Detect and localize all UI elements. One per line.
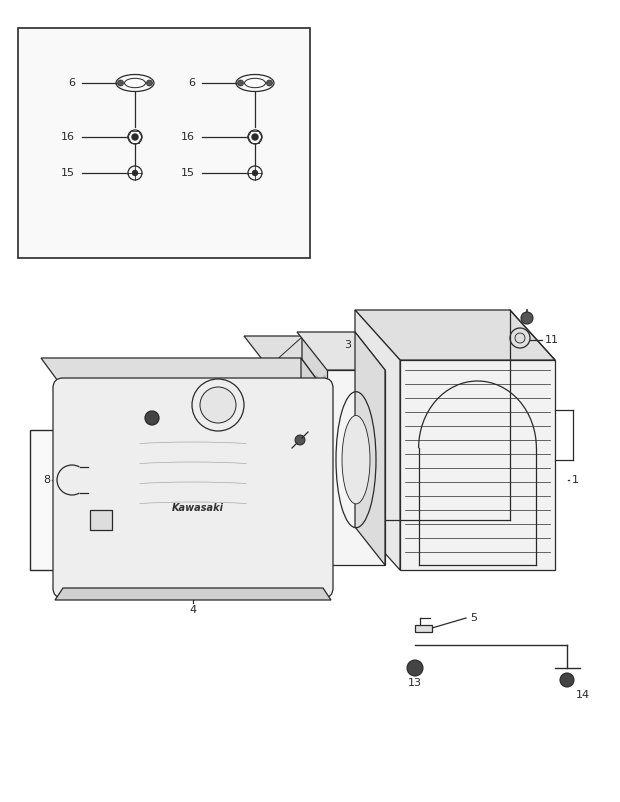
Text: 6: 6 <box>68 78 75 88</box>
Polygon shape <box>301 358 323 588</box>
Circle shape <box>560 673 574 687</box>
Polygon shape <box>355 310 400 570</box>
Text: 9: 9 <box>78 507 85 517</box>
Circle shape <box>118 80 123 86</box>
Circle shape <box>237 80 244 86</box>
Polygon shape <box>272 372 330 567</box>
Polygon shape <box>400 360 555 570</box>
Circle shape <box>289 450 313 474</box>
Circle shape <box>200 387 236 423</box>
Polygon shape <box>355 310 555 360</box>
Circle shape <box>145 411 159 425</box>
Polygon shape <box>41 358 323 388</box>
Circle shape <box>133 171 138 176</box>
Text: Kawasaki: Kawasaki <box>172 503 224 513</box>
Text: 1: 1 <box>572 475 579 485</box>
Circle shape <box>407 660 423 676</box>
FancyBboxPatch shape <box>53 378 333 598</box>
Text: 15: 15 <box>181 168 195 178</box>
Circle shape <box>252 171 257 176</box>
Polygon shape <box>55 588 331 600</box>
Bar <box>18 28 310 258</box>
Text: 10: 10 <box>117 408 132 418</box>
Polygon shape <box>244 336 330 372</box>
Text: 15: 15 <box>61 168 75 178</box>
Text: 2: 2 <box>291 577 299 587</box>
Text: 7: 7 <box>228 367 235 377</box>
Circle shape <box>295 435 305 445</box>
Text: 12: 12 <box>276 420 290 430</box>
Text: 11: 11 <box>545 335 559 345</box>
Polygon shape <box>297 332 385 370</box>
Circle shape <box>146 80 153 86</box>
Text: 5: 5 <box>470 613 477 623</box>
Polygon shape <box>415 625 432 632</box>
Text: 4: 4 <box>190 605 197 615</box>
Text: 8: 8 <box>43 475 50 485</box>
Text: 3: 3 <box>345 340 352 350</box>
Text: 14: 14 <box>576 690 590 700</box>
Text: 16: 16 <box>61 132 75 142</box>
Polygon shape <box>302 336 330 567</box>
Bar <box>90 510 112 530</box>
Bar <box>30 430 150 570</box>
Circle shape <box>521 312 533 324</box>
Text: eReplacementParts.com: eReplacementParts.com <box>234 408 386 422</box>
Polygon shape <box>327 370 385 565</box>
Text: 6: 6 <box>188 78 195 88</box>
Text: 13: 13 <box>408 678 422 688</box>
Circle shape <box>267 80 272 86</box>
Circle shape <box>252 134 258 140</box>
Circle shape <box>515 333 525 343</box>
Polygon shape <box>355 332 385 565</box>
Ellipse shape <box>342 415 370 504</box>
Circle shape <box>132 134 138 140</box>
Text: 16: 16 <box>181 132 195 142</box>
